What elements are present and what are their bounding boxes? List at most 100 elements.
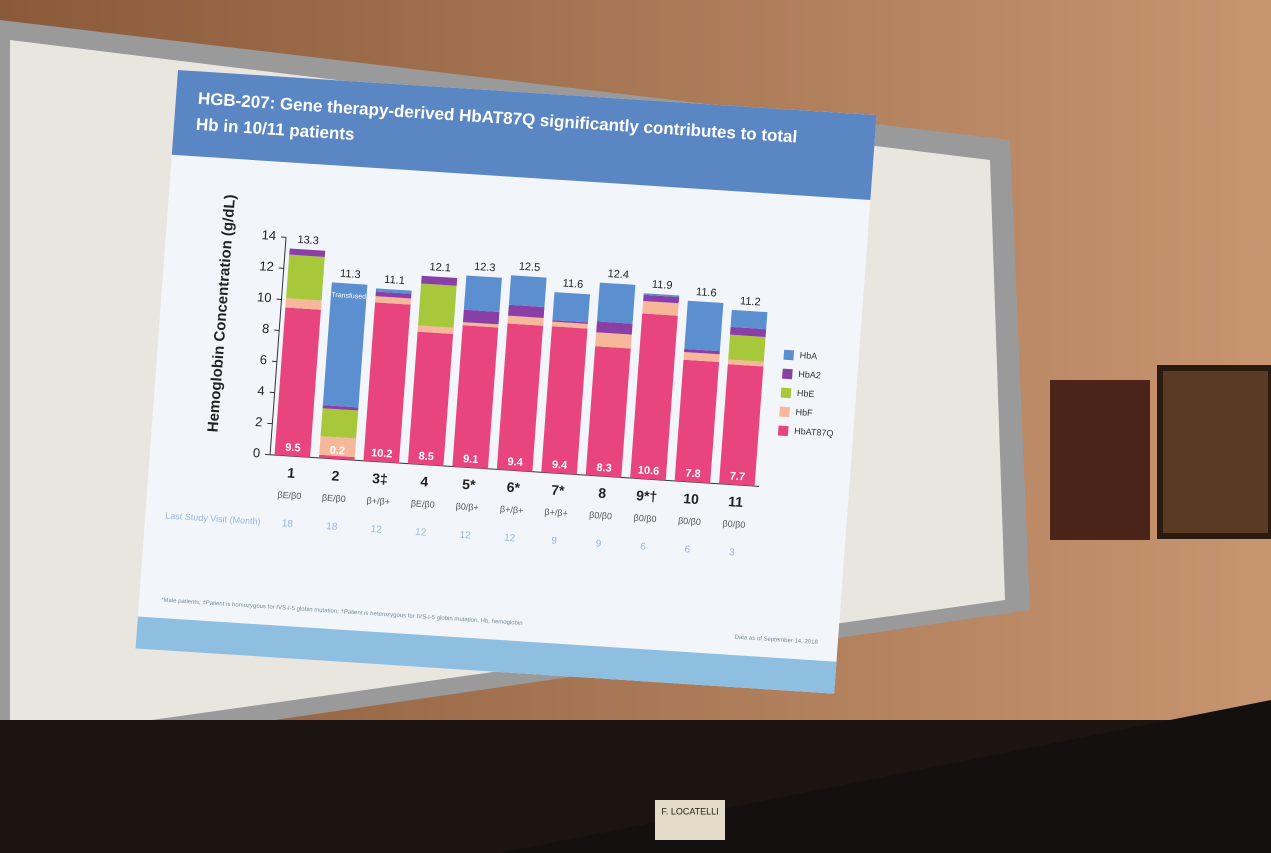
total-label: 13.3 <box>297 234 319 247</box>
data-note: Data as of September 14, 2018 <box>734 635 818 646</box>
bar-segment <box>674 359 720 484</box>
value-label: 9.4 <box>507 456 524 469</box>
bar-segment <box>286 254 325 301</box>
x-tick-label: 9*† <box>636 487 658 504</box>
y-tick-label: 8 <box>262 321 270 336</box>
slide: HGB-207: Gene therapy-derived HbAT87Q si… <box>135 70 877 694</box>
value-label: 7.8 <box>685 467 701 480</box>
bar-segment <box>452 325 499 469</box>
genotype: β+/β+ <box>366 495 390 506</box>
annotation: Transfused <box>331 292 366 301</box>
y-tick-label: 6 <box>259 352 267 367</box>
month: 12 <box>459 530 471 542</box>
bar-segment <box>551 321 588 329</box>
month: 9 <box>595 539 602 550</box>
bar-segment <box>730 326 767 337</box>
value-label: 8.5 <box>418 450 434 463</box>
x-tick-label: 5* <box>462 476 477 493</box>
genotype: βE/β0 <box>410 498 435 510</box>
month: 12 <box>504 533 516 545</box>
y-axis <box>269 237 287 455</box>
bar-segment <box>418 283 457 328</box>
total-label: 12.5 <box>518 261 540 274</box>
bar-segment <box>320 408 359 439</box>
value-label: 9.5 <box>285 442 301 455</box>
x-tick-label: 7* <box>551 482 566 499</box>
total-label: 11.3 <box>340 268 361 281</box>
value-label: 7.7 <box>729 470 745 483</box>
total-label: 11.6 <box>562 278 583 291</box>
x-tick-label: 3‡ <box>372 470 389 487</box>
bar-segment <box>463 275 502 312</box>
month: 12 <box>370 524 382 536</box>
legend-label: HbA2 <box>798 369 821 380</box>
placard <box>655 800 725 840</box>
x-tick-label: 1 <box>287 465 296 481</box>
value-label: 8.3 <box>596 462 612 475</box>
bar-segment <box>285 298 322 310</box>
bar-segment <box>322 405 359 411</box>
genotype: βE/β0 <box>322 493 347 505</box>
bar-segment <box>318 454 355 461</box>
value-label: 9.1 <box>463 453 479 466</box>
bar-segment <box>507 315 544 326</box>
total-label: 11.6 <box>696 286 717 299</box>
bar-segment <box>643 294 680 304</box>
total-label: 12.3 <box>474 261 496 274</box>
bar-segment <box>643 293 680 298</box>
total-label: 11.1 <box>384 274 405 287</box>
y-tick-label: 12 <box>259 258 275 274</box>
x-tick-label: 8 <box>598 485 607 501</box>
banner <box>1050 380 1150 540</box>
month: 3 <box>729 547 736 558</box>
x-tick-label: 10 <box>683 490 700 507</box>
bar-segment <box>508 304 545 318</box>
legend-label: HbE <box>797 388 815 399</box>
bar-segment <box>684 348 720 355</box>
legend-label: HbF <box>795 407 813 418</box>
bar-segment <box>596 321 633 335</box>
bar-segment <box>727 359 764 367</box>
bar-segment <box>421 275 458 286</box>
month: 9 <box>551 536 558 547</box>
y-tick-label: 14 <box>261 227 277 243</box>
frame <box>1157 365 1271 539</box>
bar-segment <box>642 300 679 316</box>
bar-segment <box>730 309 768 330</box>
bar-segment <box>683 351 720 363</box>
bar-segment <box>322 282 368 408</box>
value-label: 9.4 <box>552 459 569 472</box>
bar-segment <box>508 275 547 308</box>
genotype: β0/β0 <box>678 516 702 527</box>
y-tick-label: 0 <box>252 445 260 460</box>
bar-segment <box>417 325 454 334</box>
bar-segment <box>728 334 766 362</box>
bar-segment <box>375 296 412 305</box>
slide-header <box>171 70 877 200</box>
legend-swatch <box>780 387 792 399</box>
bar-segment <box>496 323 544 472</box>
y-tick-label: 4 <box>257 383 265 398</box>
month: 12 <box>415 527 427 539</box>
bar-segment <box>375 288 412 294</box>
y-tick-label: 2 <box>255 414 263 429</box>
genotype: β0/β0 <box>633 513 657 524</box>
total-label: 12.4 <box>607 268 629 281</box>
x-tick-label: 6* <box>506 479 521 496</box>
month: 6 <box>684 544 691 555</box>
bar-segment <box>289 248 326 257</box>
bar-segment <box>541 326 588 475</box>
legend-swatch <box>782 368 793 380</box>
value-label: 10.6 <box>637 464 659 477</box>
bar-segment <box>595 332 632 349</box>
genotype: β+/β+ <box>544 507 568 518</box>
total-label: 12.1 <box>429 261 451 274</box>
bar-segment <box>407 331 454 466</box>
bar-segment <box>462 322 499 328</box>
legend-label: HbA <box>799 350 817 361</box>
slide-footer <box>135 616 837 694</box>
bar-segment <box>585 346 631 478</box>
legend-swatch <box>777 425 789 437</box>
